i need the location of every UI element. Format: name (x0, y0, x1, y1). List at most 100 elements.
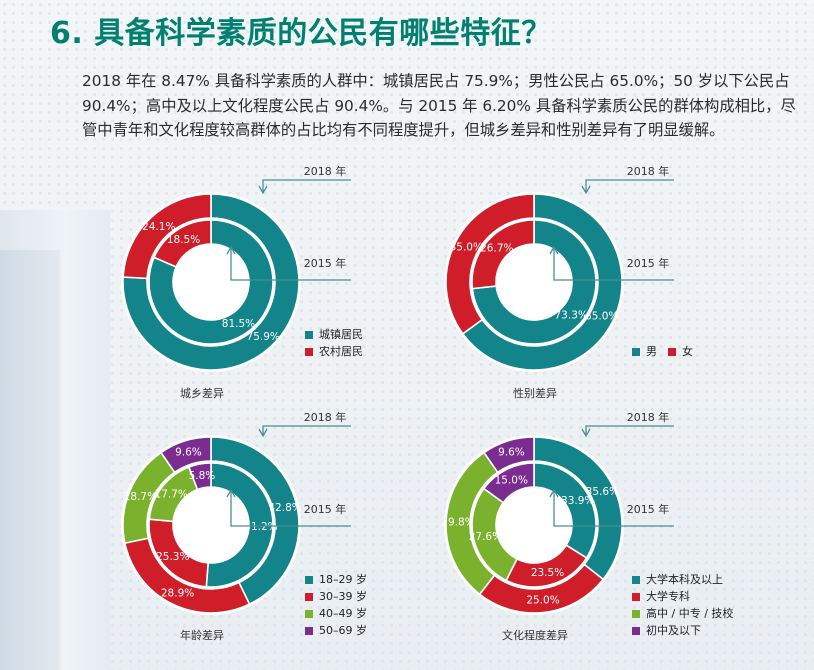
outer-ring-pointer (262, 179, 351, 192)
donut-inner-slice-1 (471, 219, 535, 290)
donut-inner-label-3: 5.8% (189, 470, 216, 482)
outer-ring-year-label: 2018 年 (304, 164, 347, 178)
donut-inner-label-0: 73.3% (555, 309, 588, 321)
donut-inner-label-1: 25.3% (156, 551, 189, 563)
intro-paragraph: 2018 年在 8.47% 具备科学素质的人群中：城镇居民占 75.9%；男性公… (82, 69, 800, 143)
donut-inner-label-3: 15.0% (495, 474, 528, 486)
outer-ring-year-label: 2018 年 (627, 164, 670, 178)
chart-title: 文化程度差异 (502, 628, 568, 642)
donut-outer-label-0: 35.6% (586, 486, 619, 498)
legend-swatch-1 (305, 593, 313, 601)
inner-ring-pointer (230, 248, 351, 281)
legend-label-2: 高中 / 中专 / 技校 (646, 606, 733, 620)
legend-label-1: 农村居民 (319, 344, 363, 358)
inner-ring-year-label: 2015 年 (304, 256, 347, 270)
donut-outer-slice-3 (159, 436, 212, 474)
donut-outer-label-2: 18.7% (124, 491, 157, 503)
legend-label-2: 40–49 岁 (319, 606, 367, 620)
donut-outer-slice-3 (482, 436, 535, 474)
donut-hole (174, 245, 248, 319)
legend-swatch-1 (305, 348, 313, 356)
donut-inner-slice-0 (148, 219, 274, 345)
inner-ring-arrowhead (226, 245, 236, 255)
donut-inner-label-1: 26.7% (480, 243, 513, 255)
legend-label-0: 大学本科及以上 (646, 572, 723, 586)
page-title: 6. 具备科学素质的公民有哪些特征？ (50, 16, 552, 51)
outer-ring-arrowhead (258, 428, 268, 438)
intro-text: 2018 年在 8.47% 具备科学素质的人群中：城镇居民占 75.9%；男性公… (82, 72, 796, 139)
legend-label-1: 大学专科 (646, 589, 690, 603)
donut-inner-label-1: 18.5% (167, 234, 200, 246)
inner-ring-year-label: 2015 年 (304, 502, 347, 516)
donut-inner-slice-1 (153, 219, 212, 268)
legend-swatch-1 (632, 593, 640, 601)
donut-inner-label-2: 17.7% (155, 489, 188, 501)
legend-label-0: 城镇居民 (319, 327, 363, 341)
donut-inner-slice-3 (482, 462, 535, 504)
outer-ring-arrowhead (581, 185, 591, 195)
donut-inner-label-2: 27.6% (469, 531, 502, 543)
donut-outer-label-0: 65.0% (585, 311, 618, 323)
donut-hole (174, 488, 248, 562)
legend-swatch-0 (632, 576, 640, 584)
donut-inner-label-1: 23.5% (531, 567, 564, 579)
donut-hole (497, 245, 571, 319)
outer-ring-arrowhead (258, 185, 268, 195)
legend-swatch-2 (632, 610, 640, 618)
inner-ring-arrowhead (549, 245, 559, 255)
inner-ring-pointer (230, 491, 351, 527)
inner-ring-pointer (553, 491, 674, 527)
inner-ring-arrowhead (549, 488, 559, 498)
donut-outer-label-1: 28.9% (161, 587, 194, 599)
outer-ring-pointer (262, 425, 351, 435)
donut-outer-label-0: 75.9% (247, 331, 280, 343)
legend-label-0: 18–29 岁 (319, 572, 367, 586)
donut-outer-slice-1 (122, 193, 212, 280)
chart-title: 性别差异 (513, 386, 557, 400)
donut-outer-label-3: 9.6% (498, 446, 525, 458)
donut-outer-slice-1 (445, 193, 535, 335)
legend-label-1: 30–39 岁 (319, 589, 367, 603)
legend-swatch-3 (632, 627, 640, 635)
outer-ring-pointer (585, 425, 674, 435)
donut-inner-label-0: 81.5% (222, 318, 255, 330)
donut-outer-label-1: 25.0% (526, 594, 559, 606)
background-building-shadow (0, 250, 60, 670)
donut-inner-slice-0 (205, 462, 274, 588)
legend-swatch-0 (632, 348, 640, 356)
legend-swatch-0 (305, 576, 313, 584)
donut-outer-label-2: 29.8% (441, 517, 474, 529)
inner-ring-pointer (553, 248, 674, 281)
outer-ring-year-label: 2018 年 (304, 410, 347, 424)
legend-label-1: 女 (682, 344, 693, 358)
outer-ring-pointer (585, 179, 674, 192)
donut-outer-slice-0 (122, 193, 300, 371)
outer-ring-year-label: 2018 年 (627, 410, 670, 424)
donut-outer-slice-0 (210, 436, 300, 606)
donut-outer-label-1: 24.1% (142, 221, 175, 233)
inner-ring-year-label: 2015 年 (627, 502, 670, 516)
donut-inner-label-0: 51.2% (244, 521, 277, 533)
donut-outer-label-1: 35.0% (450, 241, 483, 253)
legend-label-3: 50–69 岁 (319, 623, 367, 637)
legend-swatch-3 (305, 627, 313, 635)
inner-ring-year-label: 2015 年 (627, 256, 670, 270)
legend-label-3: 初中及以下 (646, 623, 701, 637)
donut-inner-slice-3 (187, 462, 212, 491)
donut-inner-label-0: 33.9% (561, 495, 594, 507)
donut-inner-slice-0 (471, 219, 597, 345)
legend-swatch-1 (668, 348, 676, 356)
outer-ring-arrowhead (581, 428, 591, 438)
donut-outer-slice-0 (461, 193, 623, 371)
donut-hole (497, 488, 571, 562)
donut-outer-label-0: 42.8% (268, 502, 301, 514)
donut-outer-label-3: 9.6% (175, 446, 202, 458)
chart-title: 城乡差异 (180, 386, 224, 400)
inner-ring-arrowhead (226, 488, 236, 498)
chart-title: 年龄差异 (180, 628, 224, 642)
legend-swatch-0 (305, 331, 313, 339)
legend-swatch-2 (305, 610, 313, 618)
donut-inner-slice-0 (533, 462, 597, 559)
legend-label-0: 男 (646, 345, 657, 358)
